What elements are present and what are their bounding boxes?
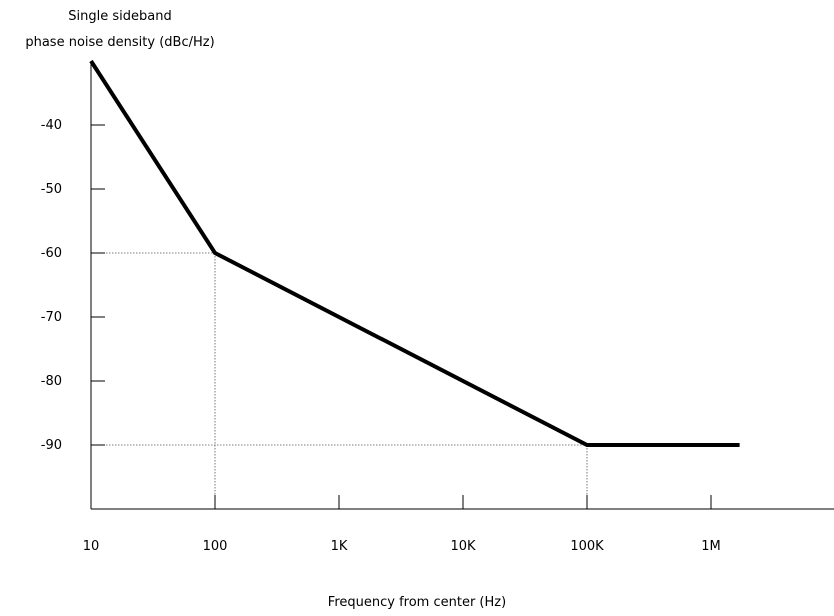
- x-tick-label: 10K: [450, 539, 476, 554]
- y-tick-label: -40: [41, 118, 62, 133]
- y-tick-label: -50: [41, 182, 62, 197]
- x-tick-label: 1M: [701, 539, 721, 554]
- y-tick-label: -60: [41, 246, 62, 261]
- reference-lines: [91, 252, 588, 509]
- x-ticks: 10 100 1K 10K 100K 1M: [83, 495, 721, 554]
- x-tick-label: 100: [203, 539, 228, 554]
- x-tick-label: 10: [83, 539, 100, 554]
- y-ticks: -40 -50 -60 -70 -80 -90: [41, 118, 105, 453]
- y-tick-label: -90: [41, 438, 62, 453]
- phase-noise-curve: [89, 59, 740, 447]
- axes: [90, 61, 834, 510]
- y-tick-label: -80: [41, 374, 62, 389]
- x-axis-label: Frequency from center (Hz): [327, 595, 507, 610]
- y-axis-label-line-1: Single sideband: [68, 9, 172, 24]
- y-axis-label-line-2: phase noise density (dBc/Hz): [25, 35, 215, 50]
- x-tick-label: 1K: [331, 539, 348, 554]
- series-group: [89, 59, 740, 447]
- y-tick-label: -70: [41, 310, 62, 325]
- x-tick-label: 100K: [570, 539, 604, 554]
